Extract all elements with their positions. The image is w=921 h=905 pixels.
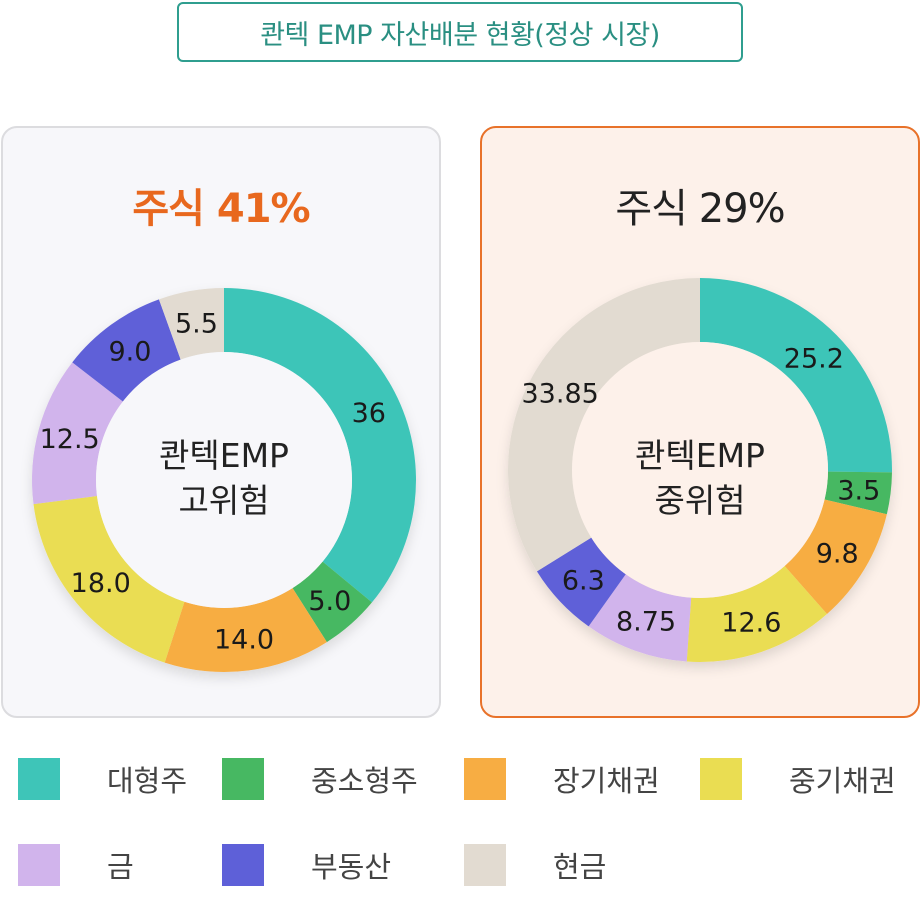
high-risk-slice-label-1: 5.0 xyxy=(308,586,351,617)
mid-risk-slice-0 xyxy=(700,278,892,473)
high-risk-slice-label-0: 36 xyxy=(352,398,386,429)
high-risk-slice-0 xyxy=(224,288,416,603)
high-risk-slice-5 xyxy=(72,299,181,402)
mid-risk-center-label-line2: 중위험 xyxy=(654,481,745,520)
mid-risk-slice-4 xyxy=(588,574,692,662)
high-risk-slice-4 xyxy=(32,362,123,505)
high-risk-slice-6 xyxy=(158,288,224,360)
mid-risk-slice-label-3: 12.6 xyxy=(721,608,781,639)
mid-risk-slice-label-1: 3.5 xyxy=(837,476,880,507)
chart-title: 콴텍 EMP 자산배분 현황(정상 시장) xyxy=(177,2,743,62)
high-risk-slice-label-4: 12.5 xyxy=(40,424,100,455)
high-risk-donut-hole xyxy=(96,352,352,608)
mid-risk-slice-2 xyxy=(784,499,887,615)
high-risk-slice-2 xyxy=(164,588,327,673)
high-risk-slice-1 xyxy=(292,561,372,643)
high-risk-slice-label-2: 14.0 xyxy=(214,625,274,656)
high-risk-center-label-line1: 콴텍EMP xyxy=(159,436,289,475)
mid-risk-slice-label-2: 9.8 xyxy=(816,538,859,569)
mid-risk-slice-1 xyxy=(824,471,892,515)
high-risk-slice-3 xyxy=(33,496,185,663)
mid-risk-equity-heading: 주식 29% xyxy=(615,186,785,232)
mid-risk-slice-label-5: 6.3 xyxy=(562,566,605,597)
mid-risk-slice-label-6: 33.85 xyxy=(522,378,599,409)
mid-risk-donut-hole xyxy=(572,342,828,598)
mid-risk-slice-label-0: 25.2 xyxy=(784,344,844,375)
high-risk-donut xyxy=(32,288,416,673)
high-risk-equity-heading: 주식 41% xyxy=(132,186,310,232)
mid-risk-donut xyxy=(508,278,892,662)
high-risk-slice-label-6: 5.5 xyxy=(175,308,218,339)
mid-risk-slice-6 xyxy=(508,278,700,572)
mid-risk-slice-label-4: 8.75 xyxy=(616,607,676,638)
high-risk-slice-labels: 36 5.0 14.0 18.0 12.5 9.0 5.5 xyxy=(40,308,386,655)
high-risk-slice-label-3: 18.0 xyxy=(71,568,131,599)
mid-risk-slice-labels: 25.2 3.5 9.8 12.6 8.75 6.3 33.85 xyxy=(522,344,881,639)
mid-risk-center-label-line1: 콴텍EMP xyxy=(635,436,765,475)
mid-risk-slice-5 xyxy=(536,537,626,627)
mid-risk-slice-3 xyxy=(686,566,827,662)
high-risk-slice-label-5: 9.0 xyxy=(108,337,151,368)
high-risk-center-label-line2: 고위험 xyxy=(178,481,269,520)
